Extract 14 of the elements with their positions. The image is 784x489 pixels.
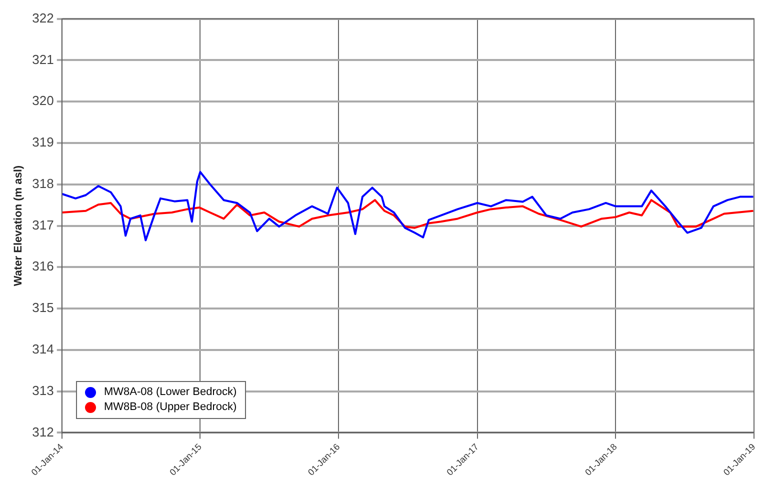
y-tick-label: 314	[32, 342, 54, 357]
y-tick-label: 320	[32, 93, 54, 108]
y-tick-label: 322	[32, 10, 54, 26]
y-tick-label: 315	[32, 300, 54, 316]
legend-label: MW8B-08 (Upper Bedrock)	[104, 400, 237, 415]
y-tick-label: 312	[32, 424, 54, 440]
y-tick-label: 316	[32, 258, 54, 274]
legend-label: MW8A-08 (Lower Bedrock)	[104, 385, 237, 400]
y-tick-label: 321	[32, 52, 54, 67]
y-tick-label: 313	[32, 382, 54, 398]
y-tick-label: 319	[32, 134, 54, 150]
y-tick-label: 317	[32, 217, 54, 232]
y-tick-label: 318	[32, 176, 54, 191]
y-axis-title: Water Elevation (m asl)	[12, 165, 25, 286]
